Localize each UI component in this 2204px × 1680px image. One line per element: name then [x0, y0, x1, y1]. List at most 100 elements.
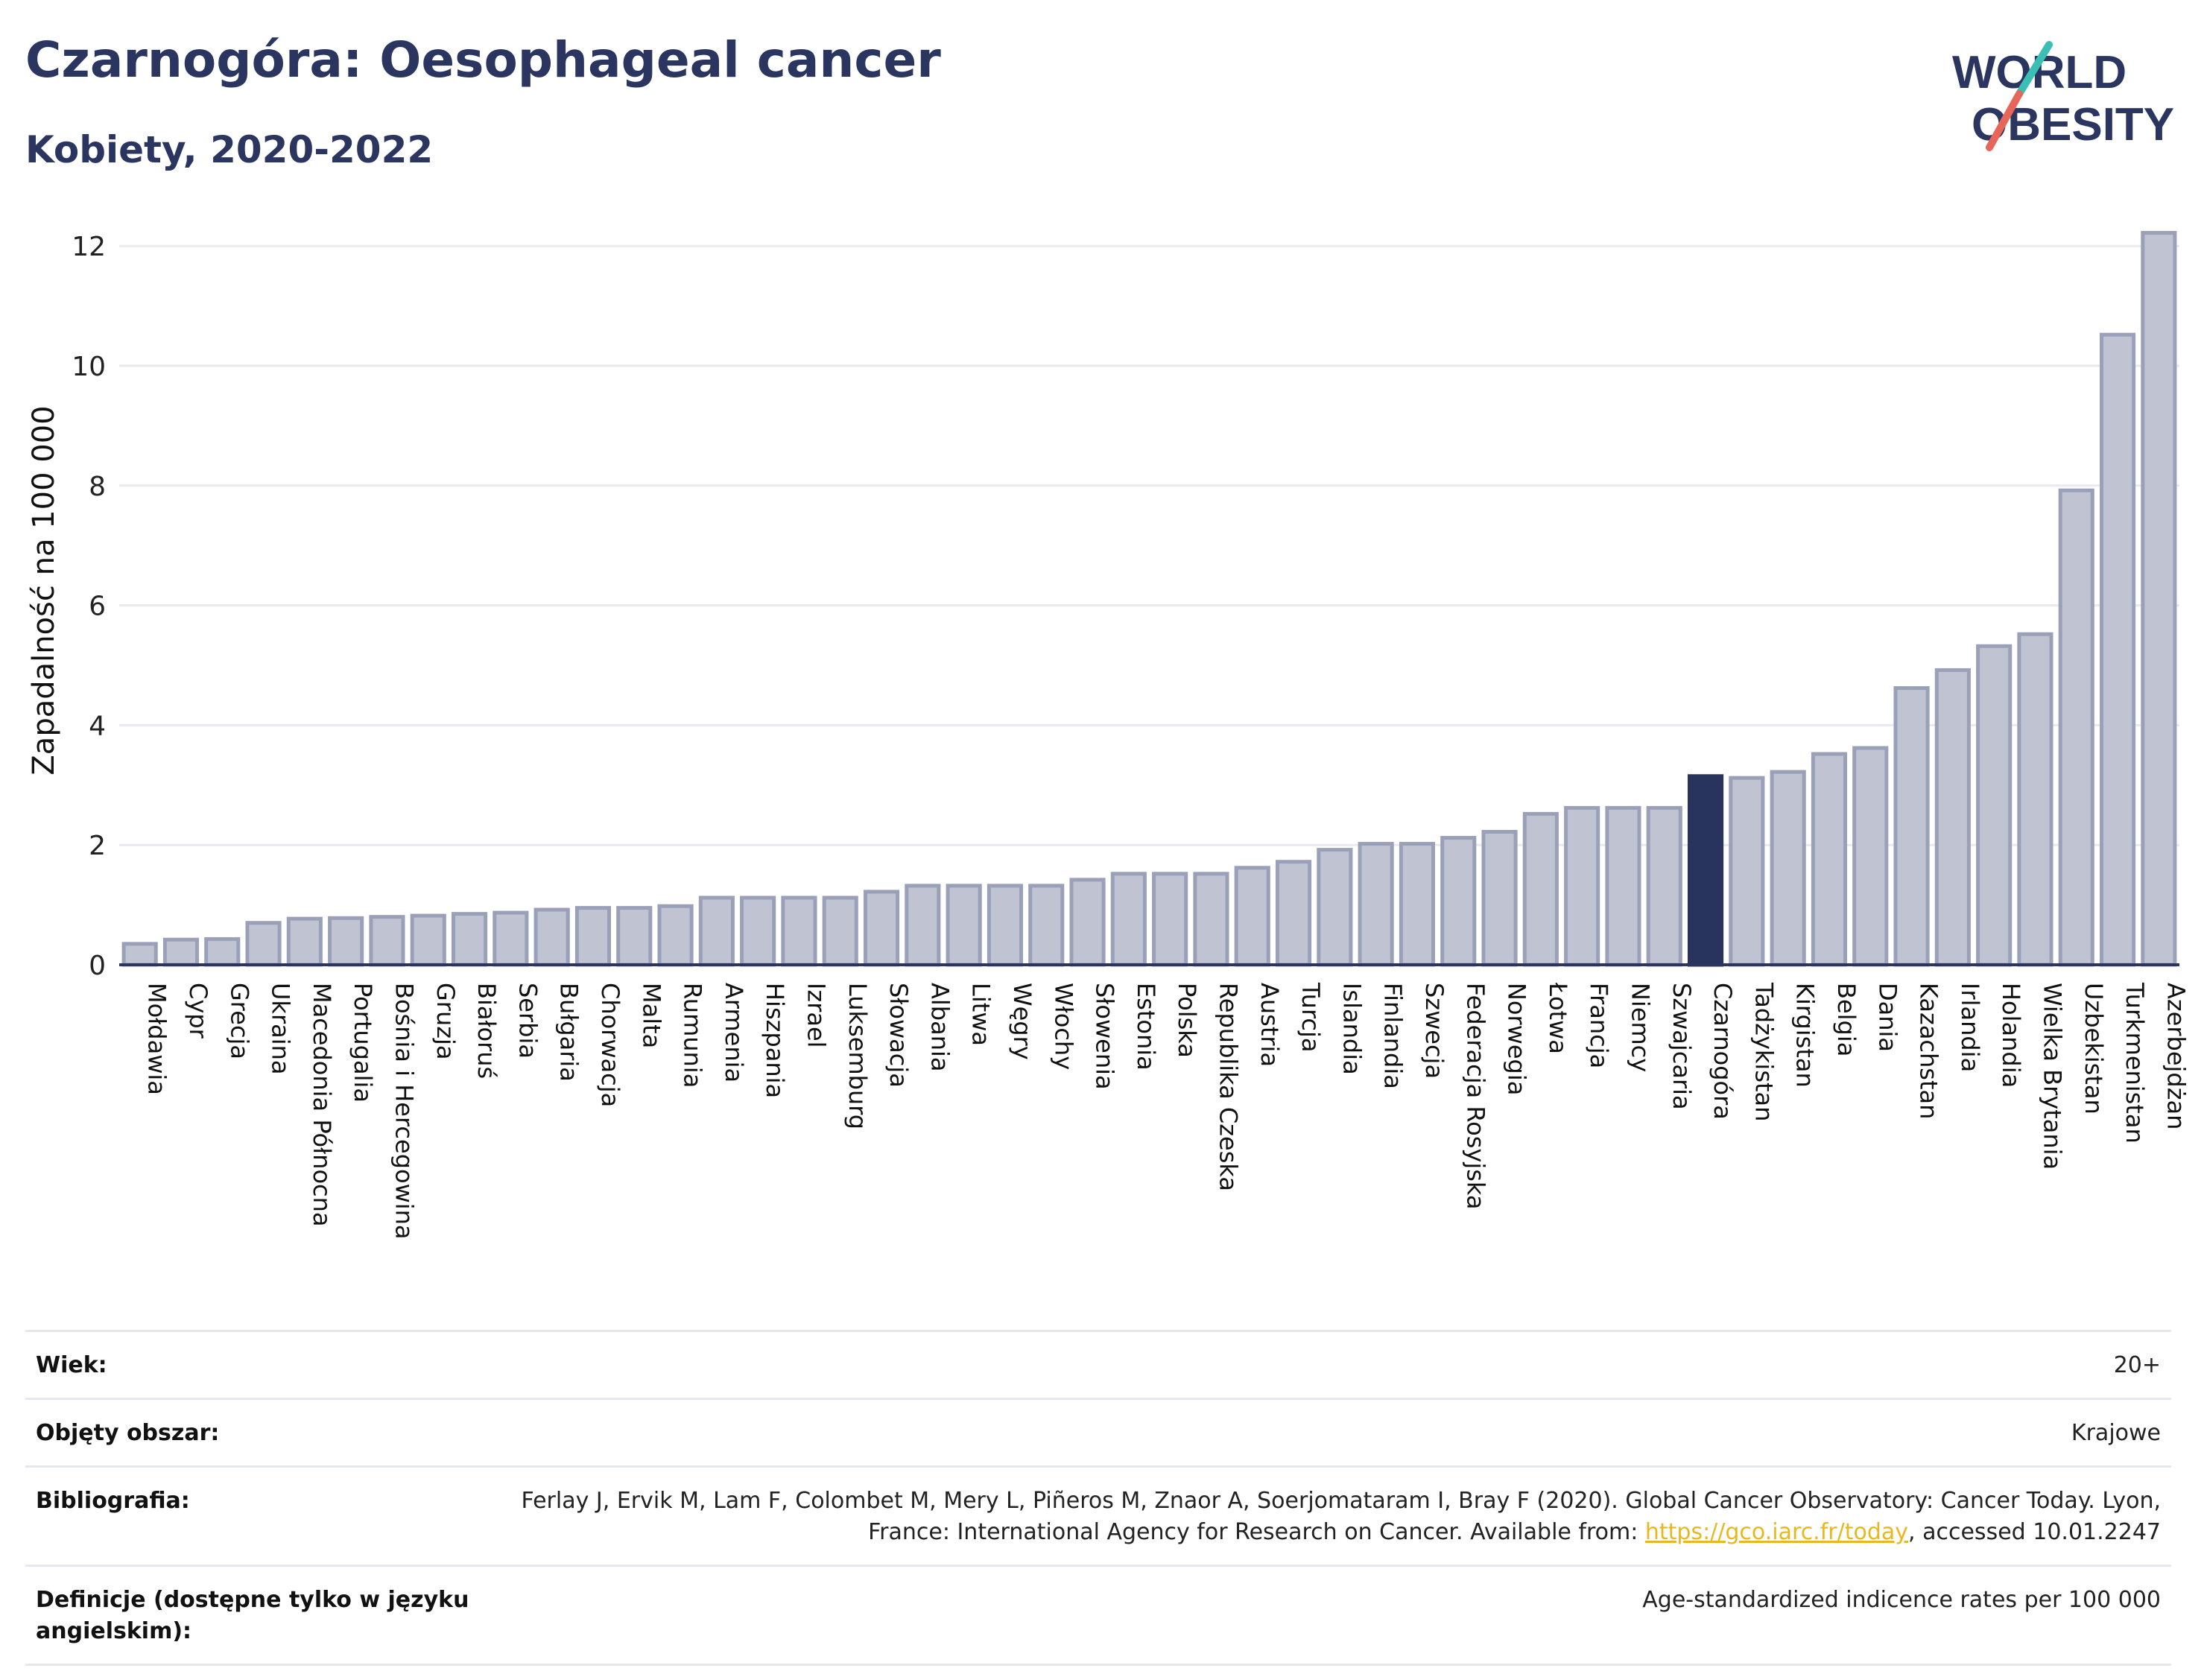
x-tick-label: Uzbekistan — [2080, 983, 2108, 1115]
x-tick-label: Słowacja — [884, 983, 913, 1088]
bar — [410, 913, 446, 967]
x-tick-label: Azerbejdżan — [2162, 983, 2190, 1129]
bar — [1893, 686, 1930, 967]
x-tick-label: Polska — [1173, 983, 1201, 1058]
y-tick-label: 0 — [89, 951, 106, 981]
meta-row-age: Wiek: 20+ — [25, 1330, 2171, 1398]
meta-value-bibliography: Ferlay J, Ervik M, Lam F, Colombet M, Me… — [507, 1486, 2161, 1548]
bar — [1317, 848, 1353, 967]
bar — [987, 884, 1024, 967]
bibliography-text: Ferlay J, Ervik M, Lam F, Colombet M, Me… — [521, 1488, 2161, 1545]
bar — [451, 912, 488, 967]
x-tick-labels: Mołdawia Cypr Grecja Ukraina Macedonia Półno… — [143, 982, 2191, 1240]
x-tick-label: Luksemburg — [843, 983, 872, 1129]
x-tick-label: Holandia — [1997, 983, 2025, 1088]
x-tick-label: Rumunia — [679, 983, 707, 1088]
x-tick-label: Albania — [925, 983, 954, 1071]
x-tick-label: Federacja Rosyjska — [1461, 983, 1489, 1210]
x-tick-label: Hiszpania — [761, 983, 789, 1098]
bar — [1440, 836, 1477, 967]
bar — [781, 896, 817, 967]
x-tick-label: Słowenia — [1091, 983, 1119, 1090]
x-tick-label: Kirgistan — [1791, 983, 1820, 1088]
x-tick-label: Republika Czeska — [1214, 983, 1242, 1191]
x-tick-label: Serbia — [513, 983, 542, 1059]
bibliography-accessed: , accessed 10.01.2247 — [1908, 1519, 2161, 1545]
bar — [2099, 332, 2136, 967]
bar — [1193, 872, 1229, 967]
y-tick-labels: 0 2 4 6 8 10 12 — [72, 232, 106, 981]
x-tick-label: Niemcy — [1626, 983, 1654, 1072]
x-tick-label: Belgia — [1832, 983, 1861, 1056]
y-axis-label: Zapadalność na 100 000 — [27, 405, 61, 775]
bar — [822, 896, 858, 967]
bar — [905, 884, 941, 967]
bar — [698, 896, 735, 967]
bar — [2058, 488, 2094, 967]
x-tick-label: Cypr — [184, 983, 212, 1039]
bar — [657, 904, 694, 967]
meta-row-definitions: Definicje (dostępne tylko w języku angie… — [25, 1565, 2171, 1666]
bar — [1852, 746, 1889, 967]
x-tick-label: Irlandia — [1956, 983, 1984, 1072]
x-tick-label: Wielka Brytania — [2038, 983, 2066, 1170]
x-tick-label: Włochy — [1049, 983, 1077, 1070]
meta-row-bibliography: Bibliografia: Ferlay J, Ervik M, Lam F, … — [25, 1465, 2171, 1565]
bar — [1522, 811, 1559, 967]
bar — [616, 906, 653, 967]
y-tick-label: 6 — [89, 592, 106, 622]
bar — [204, 936, 241, 967]
bar — [1770, 770, 1806, 967]
bar — [1069, 878, 1106, 967]
x-tick-label: Malta — [637, 983, 665, 1048]
x-tick-label: Kazachstan — [1915, 983, 1943, 1119]
meta-label-bibliography: Bibliografia: — [36, 1488, 190, 1514]
bar — [574, 906, 612, 967]
world-obesity-logo: WORLD OBESITY — [1952, 41, 2174, 151]
bar — [946, 884, 982, 967]
meta-row-area: Objęty obszar: Krajowe — [25, 1398, 2171, 1465]
x-tick-label: Finlandia — [1379, 983, 1407, 1089]
meta-label-definitions: Definicje (dostępne tylko w języku angie… — [36, 1587, 469, 1644]
meta-label-age: Wiek: — [36, 1352, 107, 1378]
meta-value-area: Krajowe — [2071, 1420, 2161, 1446]
y-tick-label: 10 — [72, 352, 106, 382]
bar — [2141, 231, 2177, 967]
y-tick-label: 2 — [89, 831, 106, 861]
x-tick-label: Bułgaria — [555, 983, 583, 1082]
meta-value-age: 20+ — [2113, 1352, 2161, 1378]
x-tick-label: Tadżykistan — [1749, 982, 1778, 1121]
bar — [1811, 752, 1848, 967]
x-tick-label: Ukraina — [267, 983, 295, 1075]
bar — [2017, 632, 2053, 967]
logo-teal-slash-icon — [2015, 41, 2053, 98]
bar — [1729, 776, 1765, 967]
chart-title: Czarnogóra: Oesophageal cancer — [25, 31, 941, 89]
x-tick-label: Macedonia Północna — [308, 983, 336, 1227]
x-tick-label: Izrael — [802, 983, 830, 1048]
bar — [1399, 842, 1436, 967]
bibliography-link[interactable]: https://gco.iarc.fr/today — [1644, 1519, 1909, 1545]
bar — [245, 921, 282, 967]
bar-chart: 0 2 4 6 8 10 12 Mołdawia Cypr Grecja Ukraina Maced… — [27, 231, 2191, 1240]
bar — [740, 896, 776, 967]
x-tick-label: Turkmenistan — [2121, 982, 2149, 1144]
y-tick-label: 4 — [89, 711, 106, 741]
bar — [863, 890, 900, 967]
x-tick-label: Węgry — [1008, 983, 1036, 1060]
bar — [533, 907, 570, 967]
x-tick-label: Portugalia — [349, 983, 377, 1103]
x-tick-label: Grecja — [225, 983, 253, 1059]
y-tick-label: 12 — [72, 232, 106, 262]
bar — [1358, 842, 1394, 967]
x-tick-label: Chorwacja — [596, 983, 624, 1107]
x-tick-label: Estonia — [1132, 983, 1160, 1071]
bar — [1275, 860, 1312, 967]
bar — [1687, 774, 1724, 967]
x-tick-label: Litwa — [967, 983, 995, 1046]
x-tick-label: Armenia — [720, 983, 748, 1083]
x-tick-label: Szwajcaria — [1668, 983, 1696, 1110]
metadata-table: Wiek: 20+ Objęty obszar: Krajowe Bibliog… — [25, 1330, 2171, 1666]
bar — [1481, 830, 1518, 967]
x-tick-label: Czarnogóra — [1709, 983, 1737, 1120]
